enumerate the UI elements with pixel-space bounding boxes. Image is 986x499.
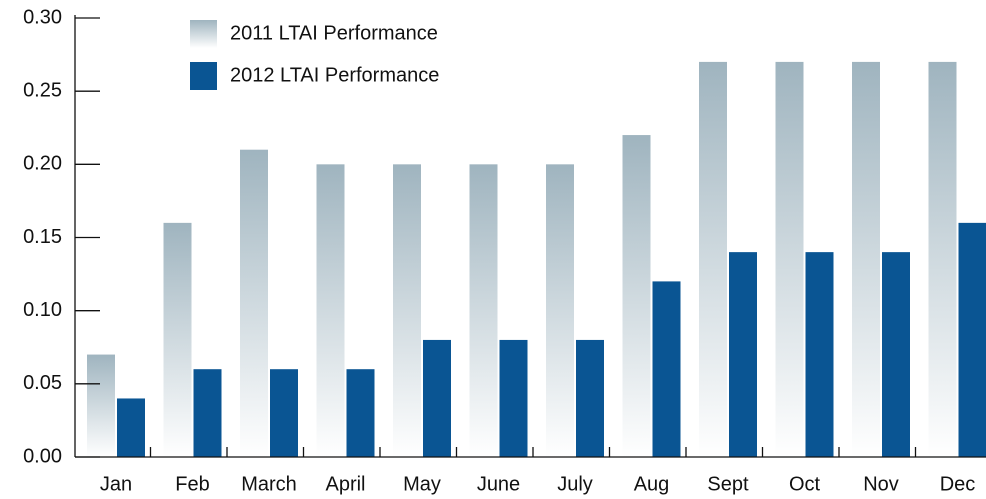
bar <box>393 164 421 458</box>
bar <box>270 369 298 457</box>
bar <box>499 339 528 457</box>
y-tick-label: 0.25 <box>23 79 62 101</box>
bar <box>576 339 604 457</box>
bar <box>622 135 651 458</box>
legend-label: 2012 LTAI Performance <box>230 64 439 86</box>
bar <box>775 61 804 458</box>
x-tick-label: Dec <box>940 473 976 495</box>
bar <box>928 61 957 458</box>
y-tick-label: 0.05 <box>23 372 62 394</box>
bar <box>852 61 880 458</box>
bar <box>882 252 910 457</box>
x-tick-label: March <box>241 473 297 495</box>
bar <box>958 222 986 457</box>
bar <box>805 252 834 457</box>
x-tick-label: Aug <box>634 473 670 495</box>
bar <box>423 339 451 457</box>
x-tick-label: Feb <box>175 473 209 495</box>
y-tick-label: 0.20 <box>23 153 62 175</box>
bar <box>240 149 268 457</box>
bar <box>652 281 681 457</box>
x-tick-label: Oct <box>789 473 821 495</box>
x-tick-label: July <box>557 473 593 495</box>
y-tick-label: 0.10 <box>23 299 62 321</box>
bar <box>193 369 222 457</box>
x-tick-label: June <box>477 473 520 495</box>
legend-label: 2011 LTAI Performance <box>230 22 438 44</box>
bar <box>469 164 498 458</box>
y-tick-label: 0.15 <box>23 226 62 248</box>
x-tick-label: Sept <box>707 473 749 495</box>
bar <box>699 61 727 458</box>
bar <box>316 164 345 458</box>
legend-swatch <box>190 62 217 90</box>
bar <box>546 164 574 458</box>
x-tick-label: April <box>325 473 365 495</box>
x-tick-label: Jan <box>100 473 132 495</box>
x-tick-label: May <box>403 473 441 495</box>
bar <box>729 252 757 457</box>
y-tick-label: 0.30 <box>23 6 62 28</box>
y-tick-label: 0.00 <box>23 445 62 467</box>
bar <box>163 222 192 457</box>
x-tick-label: Nov <box>863 473 899 495</box>
bar <box>117 398 145 457</box>
bar <box>87 354 115 457</box>
bar <box>346 369 375 457</box>
legend-swatch <box>190 20 217 48</box>
